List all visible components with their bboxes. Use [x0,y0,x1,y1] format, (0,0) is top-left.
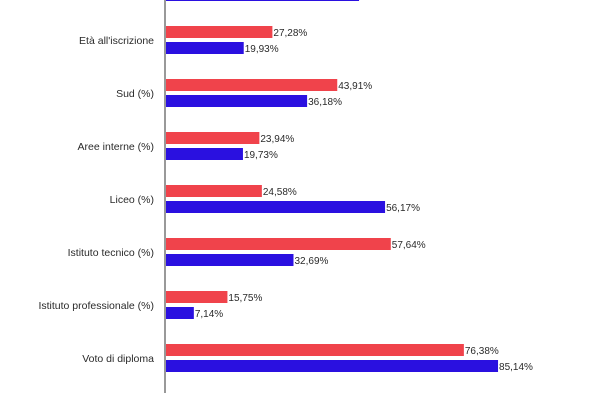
value-label: 36,18% [308,97,342,108]
category-label: Istituto tecnico (%) [68,247,154,259]
bar-blue [166,0,360,1]
bar-red [166,238,391,250]
bars-layer [166,0,499,372]
bar-blue [166,201,386,213]
bar-red [166,185,262,197]
category-label: Voto di diploma [82,353,154,365]
labels-layer: Età all'iscrizione 27,28% 19,93% Sud (%) 43,… [38,28,533,373]
value-label: 15,75% [228,293,262,304]
value-label: 19,73% [244,150,278,161]
value-label: 7,14% [195,309,223,320]
value-label: 56,17% [386,203,420,214]
value-label: 57,64% [392,240,426,251]
bar-blue [166,307,194,319]
category-label: Sud (%) [116,88,154,100]
value-label: 43,91% [338,81,372,92]
category-label: Aree interne (%) [78,141,154,153]
value-label: 24,58% [263,187,297,198]
bar-blue [166,254,294,266]
value-label: 19,93% [245,44,279,55]
bar-red [166,291,228,303]
bar-blue [166,95,308,107]
category-label: Istituto professionale (%) [38,300,154,312]
value-label: 85,14% [499,362,533,373]
value-label: 32,69% [294,256,328,267]
value-label: 27,28% [273,28,307,39]
bar-blue [166,148,243,160]
category-label: Età all'iscrizione [79,35,154,47]
bar-blue [166,360,499,372]
value-label: 76,38% [465,346,499,357]
bar-red [166,344,464,356]
category-label: Liceo (%) [110,194,154,206]
value-label: 23,94% [260,134,294,145]
bar-red [166,26,273,38]
bar-red [166,79,338,91]
bar-red [166,132,260,144]
bar-blue [166,42,244,54]
